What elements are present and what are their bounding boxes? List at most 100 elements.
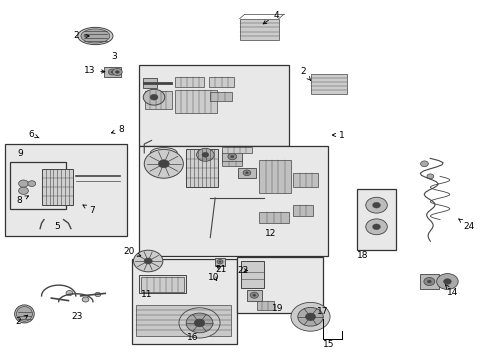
Circle shape — [420, 161, 427, 167]
Circle shape — [112, 68, 122, 76]
Circle shape — [144, 149, 183, 178]
Bar — [222, 147, 251, 153]
Bar — [136, 305, 231, 336]
Bar — [10, 162, 66, 209]
Circle shape — [243, 170, 250, 176]
Circle shape — [227, 153, 236, 160]
Circle shape — [427, 280, 430, 283]
Text: 8: 8 — [111, 125, 124, 134]
Text: 20: 20 — [123, 247, 141, 256]
Bar — [214, 258, 225, 266]
Circle shape — [219, 261, 221, 262]
Circle shape — [111, 71, 114, 73]
Circle shape — [115, 71, 119, 73]
Bar — [293, 173, 317, 187]
Circle shape — [194, 319, 204, 327]
Text: 7: 7 — [83, 205, 95, 215]
Bar — [259, 160, 290, 193]
Bar — [5, 144, 127, 236]
Circle shape — [95, 292, 101, 297]
Circle shape — [252, 294, 255, 296]
Circle shape — [82, 297, 89, 302]
Bar — [104, 67, 121, 77]
Bar — [139, 275, 185, 293]
Bar — [246, 290, 261, 301]
Circle shape — [66, 291, 73, 296]
Circle shape — [250, 292, 258, 298]
Text: 23: 23 — [71, 312, 82, 321]
Circle shape — [19, 180, 28, 187]
Text: 18: 18 — [356, 251, 368, 260]
Text: 13: 13 — [83, 66, 104, 75]
Bar — [310, 74, 346, 94]
Circle shape — [372, 224, 380, 230]
Text: 1: 1 — [332, 130, 345, 139]
Text: 5: 5 — [54, 222, 60, 231]
Circle shape — [426, 174, 433, 179]
Circle shape — [365, 219, 386, 235]
Text: 16: 16 — [187, 333, 199, 342]
Bar — [132, 259, 237, 344]
Circle shape — [297, 307, 323, 326]
Circle shape — [179, 308, 220, 338]
Text: 15: 15 — [322, 340, 334, 349]
Text: 10: 10 — [208, 273, 220, 282]
Circle shape — [186, 313, 212, 333]
Circle shape — [443, 279, 450, 284]
Text: 19: 19 — [271, 305, 283, 313]
Circle shape — [365, 197, 386, 213]
Bar — [256, 301, 273, 310]
Bar — [142, 78, 157, 88]
Circle shape — [245, 172, 248, 174]
Bar — [139, 65, 288, 146]
Circle shape — [202, 152, 208, 157]
Circle shape — [217, 260, 223, 264]
Bar — [356, 189, 395, 250]
Circle shape — [372, 202, 380, 208]
Text: 17: 17 — [316, 306, 328, 315]
Ellipse shape — [17, 306, 32, 321]
Circle shape — [436, 274, 457, 289]
Circle shape — [144, 258, 152, 264]
Text: 8: 8 — [17, 196, 28, 205]
Text: 24: 24 — [458, 219, 474, 231]
Text: 4: 4 — [263, 10, 279, 24]
Circle shape — [305, 313, 315, 320]
Bar — [210, 92, 232, 101]
Text: 11: 11 — [141, 290, 152, 299]
Text: 2: 2 — [16, 315, 27, 326]
Bar — [240, 261, 264, 288]
Bar — [222, 151, 242, 162]
Circle shape — [196, 148, 214, 161]
Bar — [141, 277, 184, 292]
Text: 21: 21 — [215, 265, 227, 274]
Text: 2: 2 — [73, 31, 89, 40]
Circle shape — [108, 69, 116, 75]
Text: 9: 9 — [18, 149, 23, 158]
Ellipse shape — [78, 27, 113, 45]
Text: 6: 6 — [28, 130, 39, 139]
Bar — [419, 274, 438, 289]
Circle shape — [158, 160, 169, 168]
Circle shape — [150, 94, 158, 100]
Bar — [144, 91, 171, 109]
Ellipse shape — [81, 29, 110, 43]
Circle shape — [423, 278, 434, 285]
Bar — [259, 212, 288, 223]
Text: 14: 14 — [445, 285, 457, 297]
Text: 22: 22 — [237, 266, 248, 275]
Bar — [41, 169, 73, 205]
Bar — [175, 90, 216, 113]
Circle shape — [143, 89, 164, 105]
Circle shape — [28, 181, 36, 186]
Text: 2: 2 — [300, 68, 310, 80]
Bar — [209, 77, 233, 87]
Text: 3: 3 — [111, 52, 117, 61]
Text: 12: 12 — [264, 229, 276, 238]
Circle shape — [230, 156, 233, 158]
Circle shape — [290, 302, 329, 331]
Bar — [185, 149, 217, 187]
Ellipse shape — [15, 305, 34, 323]
Bar — [237, 257, 322, 313]
Bar — [293, 205, 312, 216]
